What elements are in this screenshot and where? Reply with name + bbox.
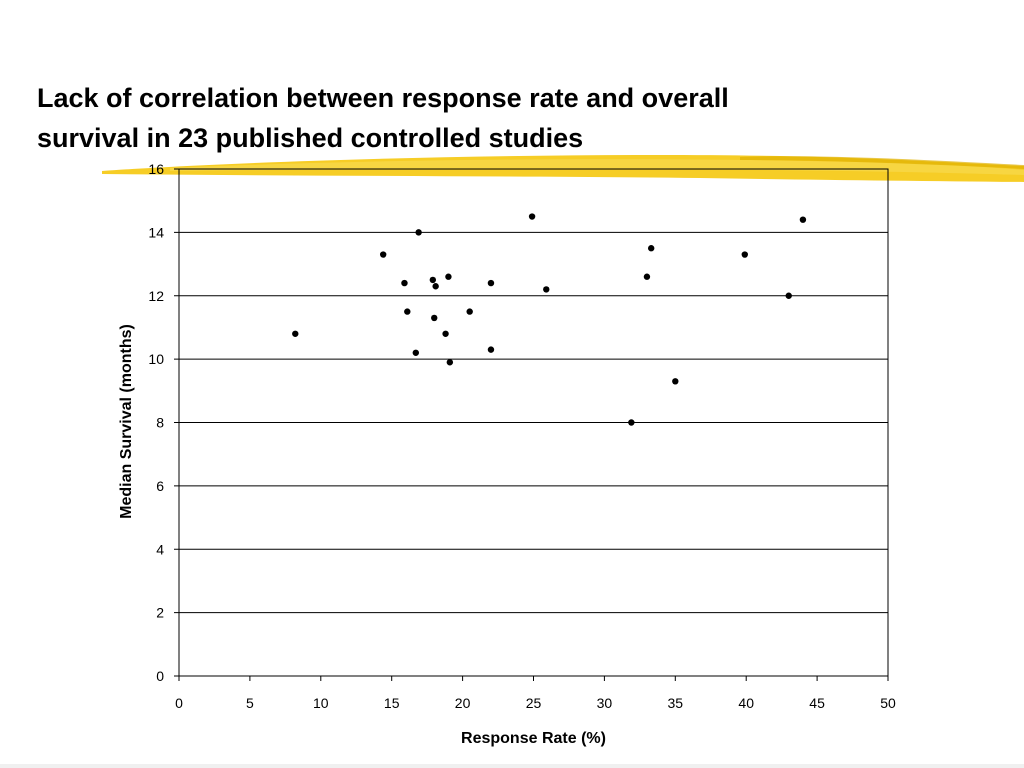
y-tick-label: 8: [156, 415, 164, 431]
data-point: [785, 292, 792, 299]
data-point: [628, 419, 635, 426]
x-tick-label: 50: [880, 695, 896, 711]
y-tick-label: 4: [156, 541, 164, 557]
data-point: [672, 378, 679, 385]
grid-lines: [179, 168, 888, 677]
data-point: [431, 314, 438, 322]
y-tick-label: 16: [148, 161, 164, 177]
x-tick-label: 35: [668, 695, 684, 711]
data-point: [487, 346, 495, 353]
data-point: [741, 251, 748, 258]
data-point: [446, 359, 454, 366]
data-point: [432, 283, 439, 290]
data-point: [442, 330, 449, 337]
data-point: [292, 330, 299, 337]
y-tick-label: 14: [148, 224, 164, 240]
data-point: [528, 213, 536, 220]
x-tick-label: 0: [175, 695, 183, 711]
slide-title-line-2: survival in 23 published controlled stud…: [37, 123, 584, 153]
x-tick-label: 10: [313, 695, 329, 711]
data-point: [799, 216, 807, 223]
slide-title: Lack of correlation between response rat…: [37, 78, 937, 158]
highlight-brush-stroke: [102, 154, 1024, 182]
highlight-stroke-light: [170, 159, 1024, 175]
y-axis: 0 2 4 6 8 10 12 14 16: [148, 161, 179, 684]
x-tick-label: 40: [738, 695, 754, 711]
x-tick-label: 30: [597, 695, 613, 711]
data-point: [466, 308, 473, 315]
data-point: [415, 229, 422, 236]
y-tick-label: 6: [156, 478, 164, 494]
x-tick-label: 15: [384, 695, 400, 711]
data-point: [647, 245, 655, 252]
data-point: [412, 349, 420, 356]
data-points: [292, 213, 807, 426]
data-point: [445, 273, 452, 280]
x-tick-label: 45: [809, 695, 825, 711]
y-tick-label: 12: [148, 288, 164, 304]
y-tick-label: 0: [156, 668, 164, 684]
footer-rule: [0, 764, 1024, 768]
x-axis: 0 5 10 15 20 25 30 35 40 45 50: [175, 676, 896, 711]
x-tick-label: 25: [526, 695, 542, 711]
data-point: [429, 276, 437, 284]
y-tick-label: 10: [148, 351, 164, 367]
highlight-stroke-dark: [740, 156, 1024, 169]
x-axis-title: Response Rate (%): [461, 730, 606, 747]
data-point: [401, 279, 408, 287]
x-tick-label: 5: [246, 695, 254, 711]
data-point: [379, 251, 387, 258]
data-point: [404, 308, 411, 315]
data-point: [487, 279, 495, 287]
slide-title-line-1: Lack of correlation between response rat…: [37, 83, 729, 113]
x-tick-label: 20: [455, 695, 471, 711]
y-axis-title: Median Survival (months): [118, 324, 135, 519]
y-tick-label: 2: [156, 605, 164, 621]
data-point: [543, 286, 550, 293]
data-point: [643, 273, 651, 280]
